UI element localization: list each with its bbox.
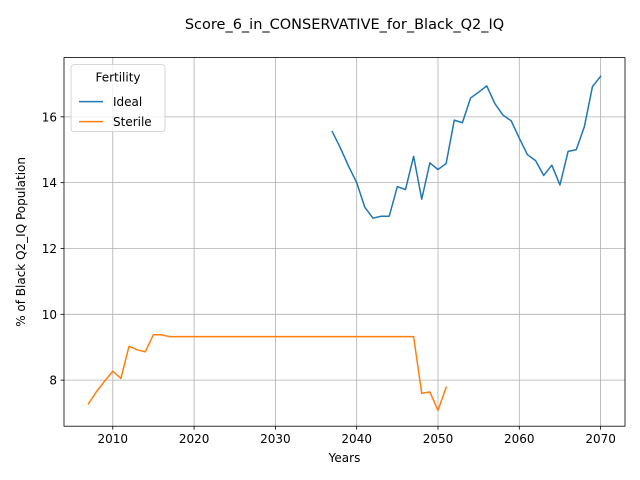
x-tick-label: 2050 — [423, 432, 454, 446]
y-tick-label: 16 — [42, 110, 57, 124]
y-tick-label: 12 — [42, 242, 57, 256]
y-axis: 8 10 12 14 16 — [42, 110, 64, 388]
y-tick-label: 10 — [42, 308, 57, 322]
chart-title: Score_6_in_CONSERVATIVE_for_Black_Q2_IQ — [185, 17, 504, 33]
legend-title: Fertility — [95, 71, 140, 85]
x-tick-label: 2030 — [260, 432, 291, 446]
x-tick-label: 2010 — [98, 432, 129, 446]
series-line-sterile — [87, 333, 448, 412]
y-tick-label: 8 — [49, 374, 57, 388]
x-tick-label: 2040 — [341, 432, 372, 446]
series-layer — [87, 75, 602, 412]
y-tick-label: 14 — [42, 176, 57, 190]
plot-frame — [63, 57, 626, 427]
y-axis-label: % of Black Q2_IQ Population — [14, 157, 28, 327]
legend-label-ideal: Ideal — [113, 95, 142, 109]
x-axis-label: Years — [328, 451, 361, 465]
legend-label-sterile: Sterile — [113, 115, 152, 129]
x-tick-label: 2020 — [179, 432, 210, 446]
x-axis: 2010 2020 2030 2040 2050 2060 2070 — [98, 426, 616, 446]
x-tick-label: 2070 — [585, 432, 616, 446]
legend-box — [70, 64, 166, 132]
series-line-ideal — [331, 75, 602, 219]
legend: Fertility Ideal Sterile — [70, 64, 166, 132]
x-tick-label: 2060 — [504, 432, 535, 446]
